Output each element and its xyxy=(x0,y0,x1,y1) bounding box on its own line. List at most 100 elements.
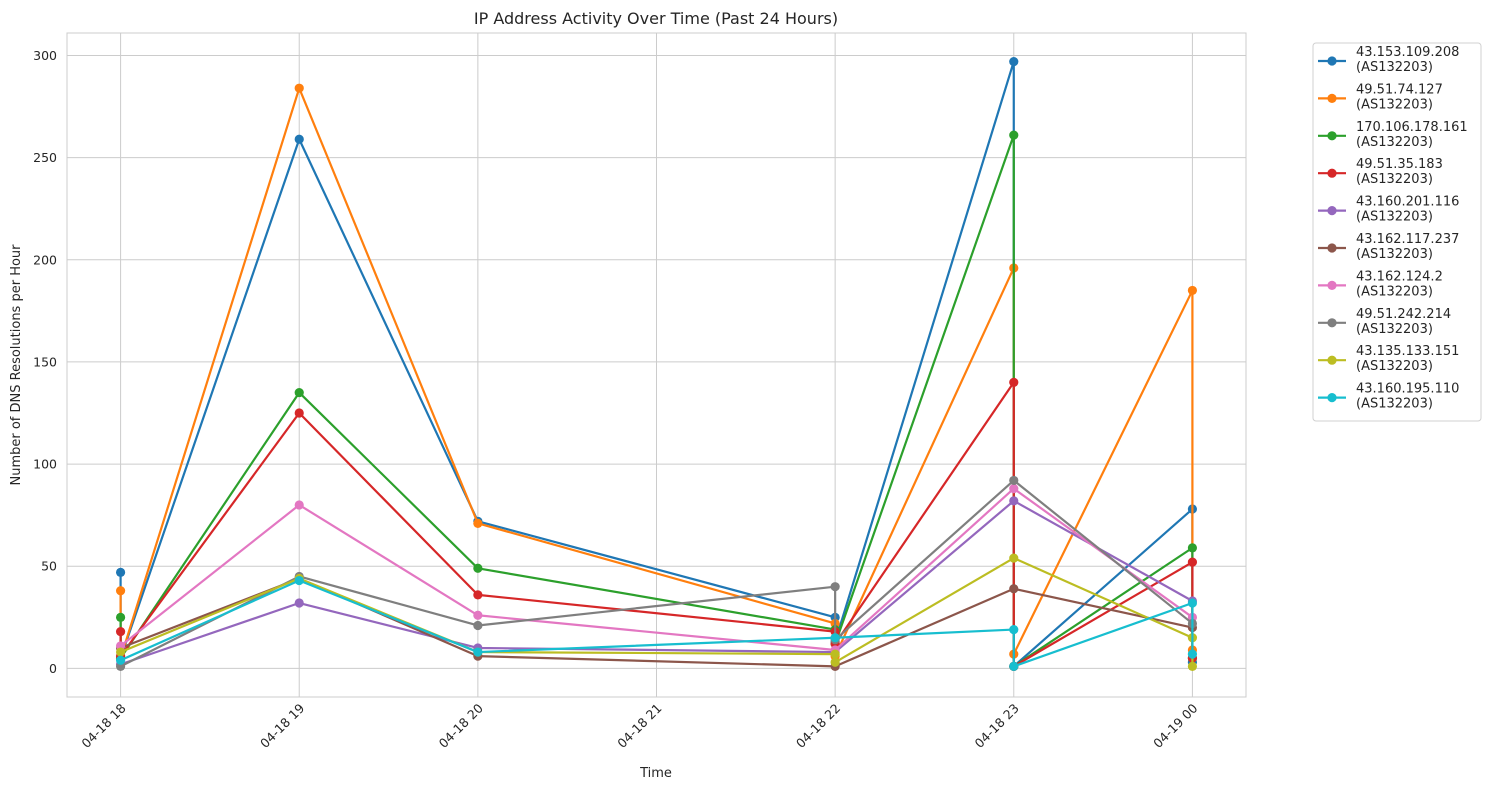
legend-label-line: (AS132203) xyxy=(1356,322,1433,337)
legend-label-line: 43.162.124.2 xyxy=(1356,269,1443,284)
data-point xyxy=(1009,57,1019,67)
legend-item[interactable]: 49.51.242.214 (AS132203) xyxy=(1318,307,1451,337)
data-point xyxy=(830,582,840,592)
x-tick-label: 04-18 20 xyxy=(436,700,486,750)
legend-item[interactable]: 43.135.133.151 (AS132203) xyxy=(1318,344,1459,374)
legend-label: 43.135.133.151 (AS132203) xyxy=(1356,344,1459,374)
legend-label: 43.153.109.208 (AS132203) xyxy=(1356,45,1459,75)
y-tick-label: 200 xyxy=(33,252,57,267)
legend-label-line: 49.51.242.214 xyxy=(1356,307,1451,322)
legend-item[interactable]: 43.162.124.2 (AS132203) xyxy=(1318,269,1443,299)
x-axis-label: Time xyxy=(639,766,672,781)
data-point xyxy=(294,134,304,144)
series-lines xyxy=(115,57,1198,671)
x-tick-label: 04-18 18 xyxy=(78,700,128,750)
data-point xyxy=(1009,484,1019,494)
y-tick-label: 100 xyxy=(33,457,57,472)
data-point xyxy=(473,590,483,600)
data-point xyxy=(830,649,840,659)
legend-label: 49.51.35.183 (AS132203) xyxy=(1356,157,1443,187)
data-point xyxy=(1187,543,1198,553)
legend-box xyxy=(1312,42,1482,422)
data-point xyxy=(1187,661,1198,671)
data-point xyxy=(294,500,304,510)
series-line xyxy=(120,579,1194,668)
legend-label-line: (AS132203) xyxy=(1356,284,1433,299)
grid-lines xyxy=(66,32,1247,698)
data-point xyxy=(1009,377,1019,387)
data-point xyxy=(115,655,126,665)
legend-swatch-marker xyxy=(1327,131,1337,141)
data-point xyxy=(1009,475,1019,486)
legend-label: 49.51.242.214 (AS132203) xyxy=(1356,307,1451,337)
legend-label-line: (AS132203) xyxy=(1356,397,1433,412)
x-tick-label: 04-18 23 xyxy=(972,701,1022,751)
data-point xyxy=(115,586,126,596)
data-point xyxy=(1187,649,1198,659)
legend-label-line: 43.162.117.237 xyxy=(1356,232,1459,247)
y-tick-label: 300 xyxy=(33,48,57,63)
data-point xyxy=(1009,553,1019,563)
y-tick-label: 0 xyxy=(49,661,57,676)
data-point xyxy=(1009,130,1019,140)
legend-swatch-marker xyxy=(1327,355,1337,365)
legend-item[interactable]: 43.153.109.208 (AS132203) xyxy=(1318,45,1459,75)
x-tick-label: 04-18 22 xyxy=(793,701,843,751)
data-point xyxy=(115,627,126,637)
chart-title: IP Address Activity Over Time (Past 24 H… xyxy=(474,9,838,28)
legend[interactable]: 43.153.109.208 (AS132203)49.51.74.127 (AS1… xyxy=(1312,42,1482,422)
legend-swatch-marker xyxy=(1327,168,1337,178)
data-point xyxy=(473,647,483,657)
data-point xyxy=(1009,661,1019,671)
legend-label-line: (AS132203) xyxy=(1356,60,1433,75)
legend-label-line: 43.160.195.110 xyxy=(1356,382,1459,397)
data-point xyxy=(1187,598,1198,608)
series-line xyxy=(120,499,1193,666)
legend-item[interactable]: 43.162.117.237 (AS132203) xyxy=(1318,232,1459,262)
y-axis-label: Number of DNS Resolutions per Hour xyxy=(9,244,24,486)
plot-frame xyxy=(66,32,1247,698)
legend-swatch-marker xyxy=(1327,318,1337,328)
data-point xyxy=(294,408,304,418)
data-point xyxy=(294,83,304,93)
legend-label-line: 43.160.201.116 xyxy=(1356,195,1459,210)
data-point xyxy=(294,598,304,608)
data-point xyxy=(115,612,126,622)
data-point xyxy=(294,575,304,586)
legend-item[interactable]: 49.51.35.183 (AS132203) xyxy=(1318,157,1443,187)
data-point xyxy=(830,657,840,667)
x-tick-label: 04-19 00 xyxy=(1150,700,1200,750)
legend-item[interactable]: 43.160.195.110 (AS132203) xyxy=(1318,382,1459,412)
data-point xyxy=(830,633,840,643)
data-point xyxy=(473,518,483,528)
legend-item[interactable]: 49.51.74.127 (AS132203) xyxy=(1318,82,1443,112)
legend-label-line: (AS132203) xyxy=(1356,135,1433,150)
legend-swatch-marker xyxy=(1327,56,1337,66)
legend-label-line: (AS132203) xyxy=(1356,172,1433,187)
data-point xyxy=(473,563,483,573)
x-tick-label: 04-18 21 xyxy=(614,701,664,751)
legend-swatch-marker xyxy=(1327,243,1337,253)
legend-label-line: 43.135.133.151 xyxy=(1356,344,1459,359)
series-10 xyxy=(115,575,1198,671)
legend-label-line: (AS132203) xyxy=(1356,210,1433,225)
data-point xyxy=(1009,624,1019,635)
legend-item[interactable]: 170.106.178.161 (AS132203) xyxy=(1318,120,1468,150)
series-line xyxy=(119,487,1194,652)
legend-item[interactable]: 43.160.201.116 (AS132203) xyxy=(1318,195,1459,225)
legend-label-line: 170.106.178.161 xyxy=(1356,120,1468,135)
legend-label-line: 49.51.35.183 xyxy=(1356,157,1443,172)
legend-swatch-marker xyxy=(1327,206,1337,216)
data-point xyxy=(473,620,483,631)
legend-label: 170.106.178.161 (AS132203) xyxy=(1356,120,1468,150)
data-point xyxy=(115,647,126,657)
legend-swatch-marker xyxy=(1327,93,1337,103)
legend-label-line: 49.51.74.127 xyxy=(1356,82,1443,97)
legend-swatch-marker xyxy=(1327,393,1337,403)
legend-label-line: (AS132203) xyxy=(1356,247,1433,262)
legend-label: 49.51.74.127 (AS132203) xyxy=(1356,82,1443,112)
x-tick-label: 04-18 19 xyxy=(257,700,307,750)
data-point xyxy=(294,387,304,398)
